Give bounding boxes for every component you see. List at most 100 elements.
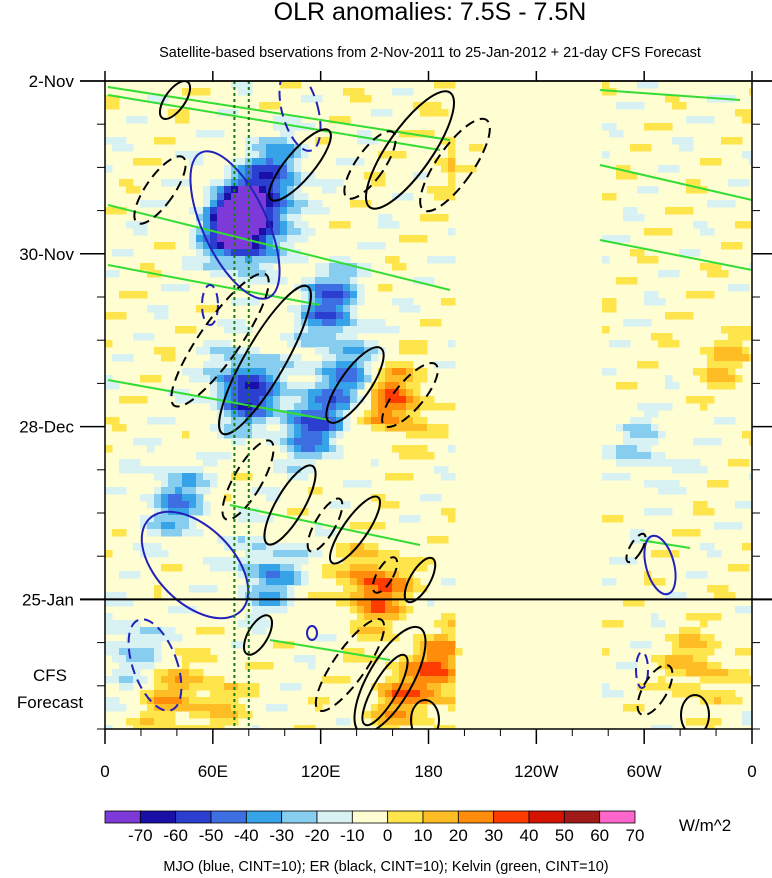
anomaly-cell xyxy=(749,501,752,509)
anomaly-cell xyxy=(196,130,204,138)
anomaly-cell xyxy=(154,305,162,313)
anomaly-cell xyxy=(196,473,204,481)
anomaly-cell xyxy=(350,368,358,376)
anomaly-cell xyxy=(651,298,659,306)
anomaly-cell xyxy=(714,263,722,271)
anomaly-cell xyxy=(357,347,365,355)
colorbar-tick-label: 30 xyxy=(484,826,503,845)
anomaly-cell xyxy=(252,487,260,495)
anomaly-cell xyxy=(721,669,729,677)
anomaly-cell xyxy=(602,151,610,159)
anomaly-cell xyxy=(357,326,365,334)
anomaly-cell xyxy=(287,172,295,180)
anomaly-cell xyxy=(203,256,211,264)
anomaly-cell xyxy=(266,389,274,397)
anomaly-cell xyxy=(280,683,288,691)
anomaly-cell xyxy=(154,711,162,719)
anomaly-cell xyxy=(196,305,204,313)
anomaly-cell xyxy=(294,578,302,586)
anomaly-cell xyxy=(231,557,239,565)
anomaly-cell xyxy=(322,270,330,278)
anomaly-cell xyxy=(238,690,246,698)
anomaly-cell xyxy=(133,438,141,446)
anomaly-cell xyxy=(364,137,372,145)
anomaly-cell xyxy=(224,543,232,551)
anomaly-cell xyxy=(399,515,407,523)
anomaly-cell xyxy=(182,487,190,495)
anomaly-cell xyxy=(693,438,701,446)
anomaly-cell xyxy=(441,256,449,264)
anomaly-cell xyxy=(238,711,246,719)
anomaly-cell xyxy=(672,312,680,320)
anomaly-cell xyxy=(672,634,680,642)
anomaly-cell xyxy=(441,473,449,481)
anomaly-cell xyxy=(686,396,694,404)
anomaly-cell xyxy=(392,375,400,383)
anomaly-cell xyxy=(161,550,169,558)
colorbar-swatch xyxy=(351,810,389,824)
anomaly-cell xyxy=(217,221,225,229)
anomaly-cell xyxy=(637,81,645,89)
anomaly-cell xyxy=(252,389,260,397)
anomaly-cell xyxy=(126,116,134,124)
anomaly-cell xyxy=(224,221,232,229)
anomaly-cell xyxy=(742,711,750,719)
anomaly-cell xyxy=(315,704,323,712)
anomaly-cell xyxy=(301,256,309,264)
anomaly-cell xyxy=(112,312,120,320)
anomaly-cell xyxy=(329,298,337,306)
anomaly-cell xyxy=(630,438,638,446)
anomaly-cell xyxy=(427,557,435,565)
er-negative-contour xyxy=(343,130,397,200)
anomaly-cell xyxy=(182,515,190,523)
anomaly-cell xyxy=(651,578,659,586)
anomaly-cell xyxy=(448,81,456,89)
anomaly-cell xyxy=(434,431,442,439)
anomaly-cell xyxy=(651,228,659,236)
anomaly-cell xyxy=(378,697,386,705)
anomaly-cell xyxy=(112,704,120,712)
anomaly-cell xyxy=(105,312,113,320)
anomaly-cell xyxy=(266,207,274,215)
anomaly-cell xyxy=(378,410,386,418)
anomaly-cell xyxy=(161,529,169,537)
anomaly-cell xyxy=(203,697,211,705)
anomaly-cell xyxy=(217,382,225,390)
anomaly-cell xyxy=(637,186,645,194)
anomaly-cell xyxy=(448,340,456,348)
anomaly-cell xyxy=(154,641,162,649)
anomaly-cell xyxy=(308,655,316,663)
anomaly-cell xyxy=(203,473,211,481)
anomaly-cell xyxy=(357,319,365,327)
anomaly-cell xyxy=(329,361,337,369)
anomaly-cell xyxy=(441,431,449,439)
anomaly-cell xyxy=(679,312,687,320)
anomaly-cell xyxy=(294,200,302,208)
anomaly-cell xyxy=(623,102,631,110)
anomaly-cell xyxy=(322,424,330,432)
anomaly-cell xyxy=(315,452,323,460)
anomaly-cell xyxy=(700,263,708,271)
anomaly-cell xyxy=(693,466,701,474)
anomaly-cell xyxy=(644,298,652,306)
anomaly-cell xyxy=(210,403,218,411)
anomaly-cell xyxy=(252,221,260,229)
anomaly-cell xyxy=(371,319,379,327)
anomaly-cell xyxy=(350,354,358,362)
anomaly-cell xyxy=(280,200,288,208)
anomaly-cell xyxy=(623,438,631,446)
anomaly-cell xyxy=(420,634,428,642)
kelvin-contour xyxy=(269,639,391,661)
anomaly-cell xyxy=(301,557,309,565)
anomaly-cell xyxy=(245,207,253,215)
anomaly-cell xyxy=(119,599,127,607)
anomaly-cell xyxy=(266,172,274,180)
anomaly-cell xyxy=(448,144,456,152)
colorbar-swatch xyxy=(422,810,459,824)
anomaly-cell xyxy=(238,214,246,222)
anomaly-cell xyxy=(672,648,680,656)
anomaly-cell xyxy=(175,109,183,117)
anomaly-cell xyxy=(308,697,316,705)
anomaly-cell xyxy=(308,228,316,236)
